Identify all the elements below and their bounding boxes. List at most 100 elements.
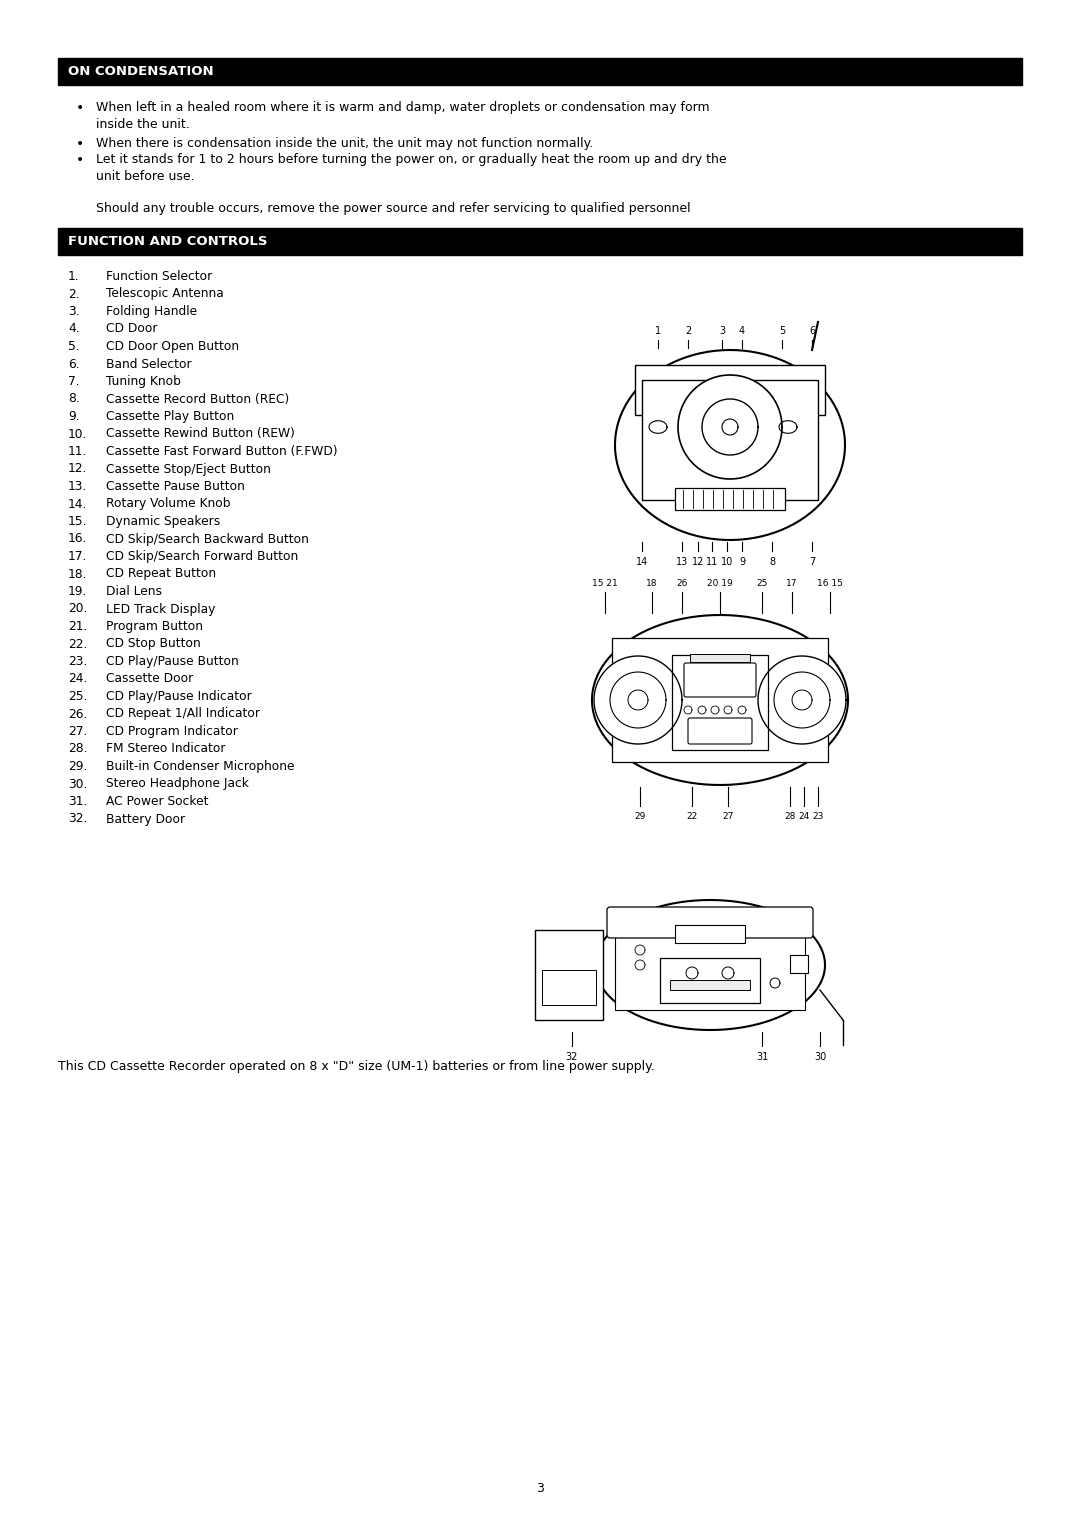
Polygon shape (686, 967, 698, 979)
Text: AC Power Socket: AC Power Socket (106, 796, 208, 808)
Text: 27.: 27. (68, 725, 87, 738)
Text: CD Skip/Search Backward Button: CD Skip/Search Backward Button (106, 533, 309, 545)
Text: CD Play/Pause Button: CD Play/Pause Button (106, 655, 239, 667)
Text: Function Selector: Function Selector (106, 270, 213, 282)
Text: 4: 4 (739, 325, 745, 336)
Text: Dynamic Speakers: Dynamic Speakers (106, 515, 220, 528)
Text: CD Door: CD Door (106, 322, 158, 336)
Text: Cassette Record Button (REC): Cassette Record Button (REC) (106, 392, 289, 406)
Bar (542, 970, 596, 1005)
Text: 30: 30 (814, 1052, 826, 1061)
Text: 2: 2 (685, 325, 691, 336)
Text: 32: 32 (566, 1052, 578, 1061)
Text: CD Repeat Button: CD Repeat Button (106, 568, 216, 580)
Text: 15 21: 15 21 (592, 579, 618, 588)
Bar (615, 930, 805, 1009)
Polygon shape (684, 705, 692, 715)
Text: Battery Door: Battery Door (106, 812, 185, 826)
Bar (535, 930, 603, 1020)
Text: 10: 10 (720, 557, 733, 567)
Text: 26: 26 (676, 579, 688, 588)
Bar (58, 228, 1022, 255)
Text: FUNCTION AND CONTROLS: FUNCTION AND CONTROLS (68, 235, 268, 247)
Text: 8.: 8. (68, 392, 80, 406)
Text: 17: 17 (786, 579, 798, 588)
Text: 15.: 15. (68, 515, 87, 528)
Bar (612, 638, 828, 762)
Text: 3: 3 (536, 1483, 544, 1495)
Text: Cassette Rewind Button (REW): Cassette Rewind Button (REW) (106, 428, 295, 440)
Text: 10.: 10. (68, 428, 87, 440)
Text: 7: 7 (809, 557, 815, 567)
Text: 28: 28 (784, 812, 796, 822)
Text: 18: 18 (646, 579, 658, 588)
Text: 22.: 22. (68, 637, 87, 651)
Text: 18.: 18. (68, 568, 87, 580)
Text: 14: 14 (636, 557, 648, 567)
Text: 9: 9 (739, 557, 745, 567)
Text: ON CONDENSATION: ON CONDENSATION (68, 66, 214, 78)
Text: unit before use.: unit before use. (96, 169, 194, 183)
Text: Band Selector: Band Selector (106, 357, 191, 371)
Text: FM Stereo Indicator: FM Stereo Indicator (106, 742, 226, 756)
Text: 20 19: 20 19 (707, 579, 733, 588)
FancyBboxPatch shape (688, 718, 752, 744)
Polygon shape (627, 690, 648, 710)
FancyBboxPatch shape (607, 907, 813, 938)
Text: Cassette Pause Button: Cassette Pause Button (106, 479, 245, 493)
Text: 28.: 28. (68, 742, 87, 756)
Text: CD Program Indicator: CD Program Indicator (106, 725, 238, 738)
Text: 9.: 9. (68, 411, 80, 423)
Text: 24.: 24. (68, 672, 87, 686)
Text: 26.: 26. (68, 707, 87, 721)
Text: CD Door Open Button: CD Door Open Button (106, 341, 239, 353)
Polygon shape (615, 350, 845, 541)
Text: •: • (76, 137, 84, 151)
Text: 14.: 14. (68, 498, 87, 510)
Text: 5: 5 (779, 325, 785, 336)
Text: LED Track Display: LED Track Display (106, 603, 215, 615)
Text: 1: 1 (654, 325, 661, 336)
Text: CD Play/Pause Indicator: CD Play/Pause Indicator (106, 690, 252, 702)
Text: Cassette Stop/Eject Button: Cassette Stop/Eject Button (106, 463, 271, 475)
Text: Dial Lens: Dial Lens (106, 585, 162, 599)
Text: When there is condensation inside the unit, the unit may not function normally.: When there is condensation inside the un… (96, 137, 593, 150)
Polygon shape (738, 705, 746, 715)
Text: 31: 31 (756, 1052, 768, 1061)
Polygon shape (649, 421, 667, 434)
Text: 30.: 30. (68, 777, 87, 791)
Text: 7.: 7. (68, 376, 80, 388)
Text: 23.: 23. (68, 655, 87, 667)
Text: 2.: 2. (68, 287, 80, 301)
Polygon shape (723, 418, 738, 435)
Text: 17.: 17. (68, 550, 87, 563)
Text: Let it stands for 1 to 2 hours before turning the power on, or gradually heat th: Let it stands for 1 to 2 hours before tu… (96, 153, 727, 166)
Polygon shape (723, 967, 734, 979)
Text: Folding Handle: Folding Handle (106, 305, 198, 318)
Text: Should any trouble occurs, remove the power source and refer servicing to qualif: Should any trouble occurs, remove the po… (96, 202, 690, 215)
Bar (690, 654, 750, 663)
Bar (58, 58, 1022, 86)
Text: 12.: 12. (68, 463, 87, 475)
Text: 6.: 6. (68, 357, 80, 371)
Text: Cassette Fast Forward Button (F.FWD): Cassette Fast Forward Button (F.FWD) (106, 444, 338, 458)
Bar (789, 954, 808, 973)
Text: Cassette Play Button: Cassette Play Button (106, 411, 234, 423)
Text: 11: 11 (706, 557, 718, 567)
Polygon shape (698, 705, 706, 715)
Bar (635, 365, 825, 415)
Text: •: • (76, 101, 84, 115)
Text: 5.: 5. (68, 341, 80, 353)
Text: Cassette Door: Cassette Door (106, 672, 193, 686)
Text: 16 15: 16 15 (818, 579, 842, 588)
Polygon shape (779, 421, 797, 434)
Text: 12: 12 (692, 557, 704, 567)
Text: 29.: 29. (68, 760, 87, 773)
Text: inside the unit.: inside the unit. (96, 118, 190, 131)
Text: Rotary Volume Knob: Rotary Volume Knob (106, 498, 230, 510)
Text: This CD Cassette Recorder operated on 8 x "D" size (UM-1) batteries or from line: This CD Cassette Recorder operated on 8 … (58, 1060, 654, 1073)
Text: •: • (76, 153, 84, 166)
Text: 25: 25 (756, 579, 768, 588)
Text: Program Button: Program Button (106, 620, 203, 634)
Polygon shape (711, 705, 719, 715)
